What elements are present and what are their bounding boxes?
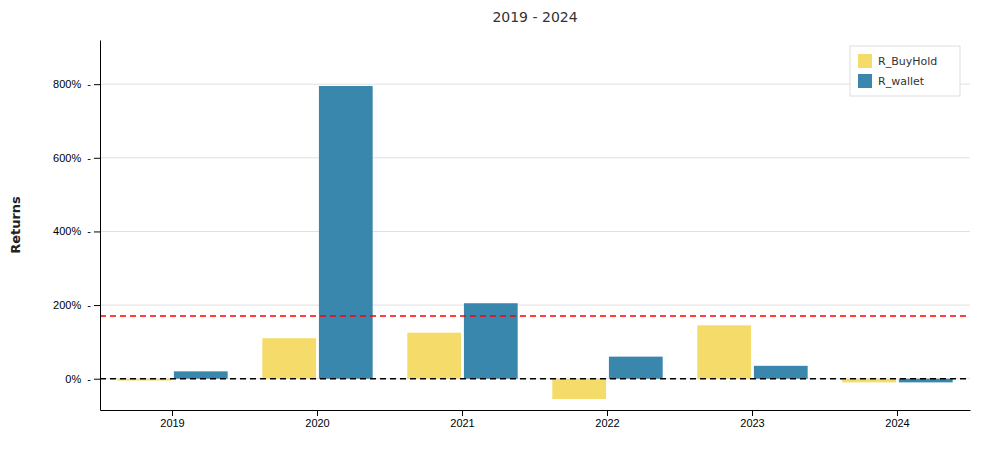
y-axis: 0% - 200% - 400% - 600% - 800% -: [53, 41, 100, 411]
x-axis: 2019 2020 2021 2022 2023 2024: [101, 410, 971, 429]
title: 2019 - 2024: [492, 9, 577, 25]
plot-area: [100, 86, 970, 399]
bar: [174, 371, 228, 378]
tick: 400% -: [53, 225, 100, 237]
tick: 2023: [740, 410, 764, 429]
tick: 600% -: [53, 152, 100, 164]
tick: 800% -: [53, 78, 100, 90]
tick-mark: [94, 305, 100, 306]
axis-line: [101, 410, 971, 411]
grid-line: [100, 84, 970, 85]
bar: [552, 379, 606, 399]
tick-mark: [94, 231, 100, 232]
legend-item: R_wallet: [858, 74, 925, 88]
tick-label: 600% -: [53, 152, 91, 164]
grid-line: [100, 378, 970, 379]
legend-item: R_BuyHold: [858, 54, 937, 68]
bar-series: [174, 86, 953, 382]
tick: 2024: [885, 410, 909, 429]
bar: [262, 338, 316, 378]
reference-line: [100, 315, 970, 317]
tick-label: 2020: [305, 417, 329, 429]
tick-label: 0% -: [65, 373, 91, 385]
legend-label: R_BuyHold: [878, 55, 937, 68]
tick-mark: [94, 379, 100, 380]
bar: [609, 357, 663, 379]
tick-label: 2022: [595, 417, 619, 429]
tick-mark: [897, 410, 898, 416]
tick-mark: [462, 410, 463, 416]
legend-swatch: [858, 54, 872, 68]
tick-mark: [172, 410, 173, 416]
tick: 2022: [595, 410, 619, 429]
tick-mark: [317, 410, 318, 416]
tick-mark: [607, 410, 608, 416]
tick: 2021: [450, 410, 474, 429]
bar: [464, 303, 518, 378]
axis-title: Returns: [8, 196, 23, 254]
grid-line: [100, 305, 970, 306]
tick-label: 2024: [885, 417, 909, 429]
bar: [697, 325, 751, 378]
legend-frame: [850, 46, 960, 96]
tick: 0% -: [65, 373, 100, 385]
tick-label: 200% -: [53, 299, 91, 311]
tick-label: 800% -: [53, 78, 91, 90]
tick-mark: [752, 410, 753, 416]
reference-line: [100, 378, 970, 380]
tick-mark: [94, 158, 100, 159]
bar: [754, 366, 808, 379]
tick-mark: [94, 84, 100, 85]
tick: 200% -: [53, 299, 100, 311]
tick-label: 2021: [450, 417, 474, 429]
tick-label: 2023: [740, 417, 764, 429]
tick-label: 400% -: [53, 225, 91, 237]
chart: 0% - 200% - 400% - 600% - 800% - 2019 2020 2021…: [0, 0, 1000, 455]
axis-line: [100, 41, 101, 411]
legend-label: R_wallet: [878, 75, 925, 88]
legend: R_BuyHold R_wallet: [850, 46, 960, 96]
grid-line: [100, 231, 970, 232]
bar: [407, 333, 461, 379]
bar: [319, 86, 373, 379]
grid-line: [100, 157, 970, 158]
legend-swatch: [858, 74, 872, 88]
tick-label: 2019: [160, 417, 184, 429]
tick: 2019: [160, 410, 184, 429]
tick: 2020: [305, 410, 329, 429]
grid: [100, 84, 970, 379]
